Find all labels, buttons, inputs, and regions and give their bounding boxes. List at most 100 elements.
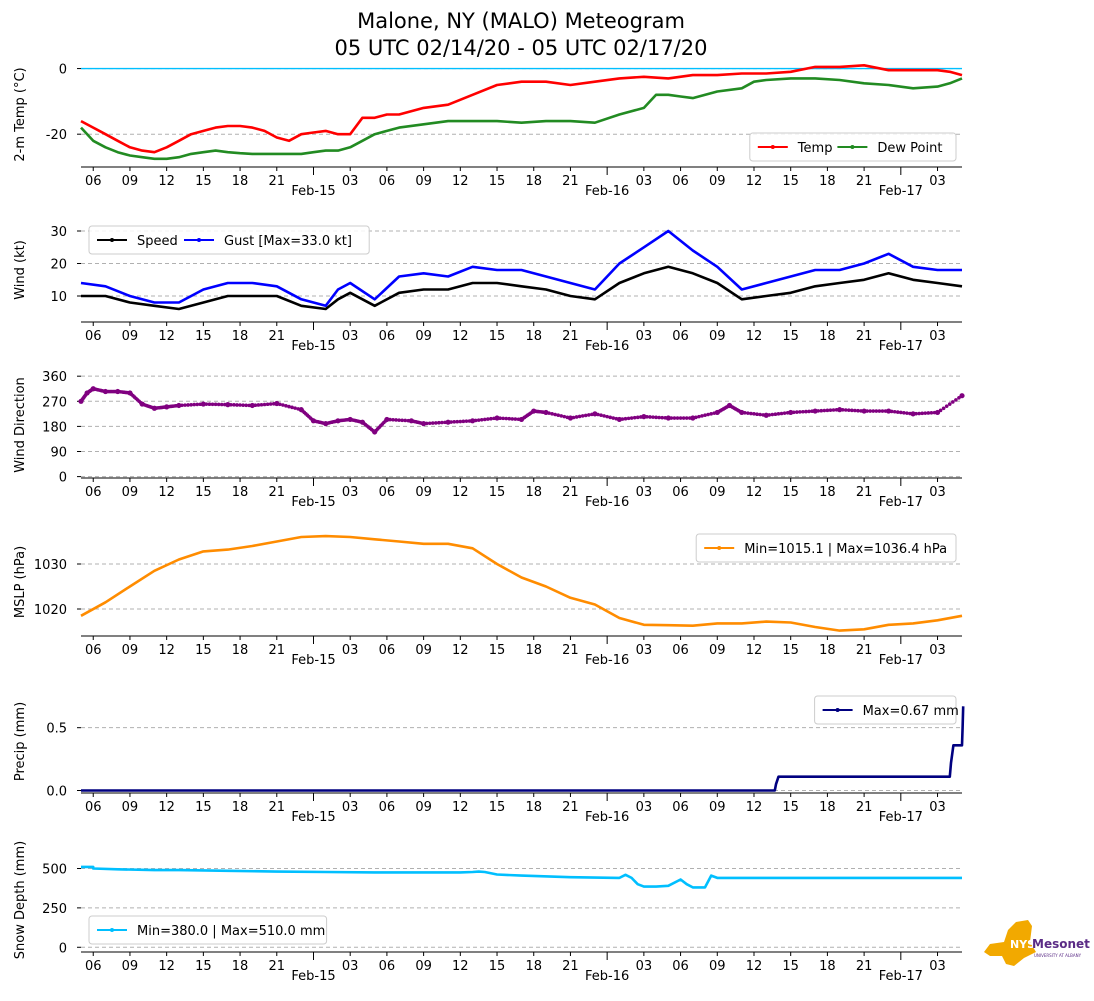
x-tick-label: 15 (782, 485, 799, 500)
data-point (163, 405, 167, 409)
data-point (391, 417, 395, 422)
data-point (440, 420, 444, 425)
data-point (577, 414, 582, 419)
data-point (678, 416, 683, 420)
data-point (929, 410, 934, 415)
x-tick-label: 03 (929, 959, 946, 974)
x-tick-label: 12 (452, 329, 469, 344)
x-tick-label: 18 (819, 329, 836, 344)
x-tick-label: 09 (415, 485, 432, 500)
data-point (880, 409, 885, 413)
legend-box (814, 695, 957, 725)
x-day-label: Feb-17 (879, 810, 923, 825)
legend: Temp Dew Point (749, 132, 957, 162)
data-point (752, 412, 756, 416)
data-point (207, 402, 212, 407)
x-tick-label: 06 (379, 485, 396, 500)
data-point (819, 408, 824, 413)
legend-marker (717, 546, 722, 550)
data-point (779, 411, 784, 416)
data-point (592, 411, 598, 417)
data-point (507, 416, 512, 421)
x-tick-label: 09 (415, 329, 432, 344)
data-point (259, 402, 264, 407)
legend-label: Dew Point (877, 141, 942, 156)
x-tick-label: 15 (195, 643, 212, 658)
data-point (614, 416, 619, 421)
x-tick-label: 03 (636, 643, 653, 658)
data-point (746, 411, 750, 415)
data-point (455, 419, 460, 424)
data-point (530, 410, 535, 414)
data-point (665, 415, 671, 421)
x-tick-label: 06 (85, 959, 102, 974)
x-tick-label: 06 (672, 959, 689, 974)
nys-mesonet-logo: NYS Mesonet UNIVERSITY AT ALBANY (984, 920, 1090, 966)
data-point (268, 402, 273, 406)
data-point (908, 411, 912, 416)
data-point (293, 406, 297, 410)
data-point (861, 408, 867, 414)
legend-label: Min=380.0 | Max=510.0 mm (137, 924, 325, 939)
data-point (200, 401, 206, 407)
data-point (847, 408, 851, 412)
data-point (501, 416, 505, 421)
x-tick-label: 21 (562, 174, 579, 189)
data-point (648, 415, 652, 419)
data-point (583, 413, 588, 418)
x-tick-label: 21 (269, 643, 286, 658)
x-tick-label: 15 (489, 485, 506, 500)
data-point (892, 409, 897, 414)
data-point (296, 407, 300, 411)
x-tick-label: 15 (489, 800, 506, 815)
x-tick-label: 12 (158, 329, 175, 344)
data-point (420, 421, 424, 426)
x-tick-label: 06 (672, 643, 689, 658)
data-point (195, 402, 200, 407)
chart-title-line1: Malone, NY (MALO) Meteogram (357, 9, 685, 33)
x-tick-label: 15 (195, 329, 212, 344)
x-tick-label: 09 (122, 329, 139, 344)
legend-box (88, 915, 328, 945)
x-tick-label: 09 (122, 174, 139, 189)
data-point (657, 415, 661, 420)
x-tick-label: 12 (452, 959, 469, 974)
x-tick-label: 12 (746, 800, 763, 815)
x-day-label: Feb-15 (291, 969, 335, 984)
data-point (586, 413, 591, 417)
data-point (403, 418, 408, 423)
x-tick-label: 18 (525, 485, 542, 500)
data-point (868, 409, 873, 413)
x-tick-label: 09 (709, 643, 726, 658)
legend: Speed Gust [Max=33.0 kt] (88, 225, 370, 255)
legend-label: Gust [Max=33.0 kt] (224, 234, 352, 249)
data-point (290, 405, 294, 410)
x-tick-label: 18 (232, 800, 249, 815)
x-tick-label: 06 (85, 174, 102, 189)
data-point (542, 410, 547, 415)
legend: Max=0.67 mm (814, 695, 959, 725)
data-point (596, 412, 600, 417)
x-tick-label: 09 (415, 959, 432, 974)
data-point (651, 415, 655, 419)
logo-text-main: NYS (1010, 938, 1035, 951)
data-point (562, 414, 567, 419)
data-point (458, 419, 463, 424)
x-tick-label: 21 (269, 174, 286, 189)
x-tick-label: 18 (232, 485, 249, 500)
panel-4: 0.0 0.5 Precip (mm) 06 09 12 15 18 21 03 06 09 12 15 1… (13, 695, 965, 825)
data-point (464, 419, 469, 423)
x-day-label: Feb-17 (879, 184, 923, 199)
data-point (486, 417, 490, 421)
data-point (445, 419, 451, 425)
y-tick-label: 90 (50, 446, 67, 461)
data-point (843, 408, 848, 412)
y-axis-label: 2-m Temp (°C) (13, 67, 28, 161)
data-point (590, 412, 594, 417)
data-point (885, 408, 892, 414)
data-point (204, 402, 209, 406)
y-tick-label: 270 (42, 395, 67, 410)
x-tick-label: 12 (746, 329, 763, 344)
x-tick-label: 12 (158, 174, 175, 189)
